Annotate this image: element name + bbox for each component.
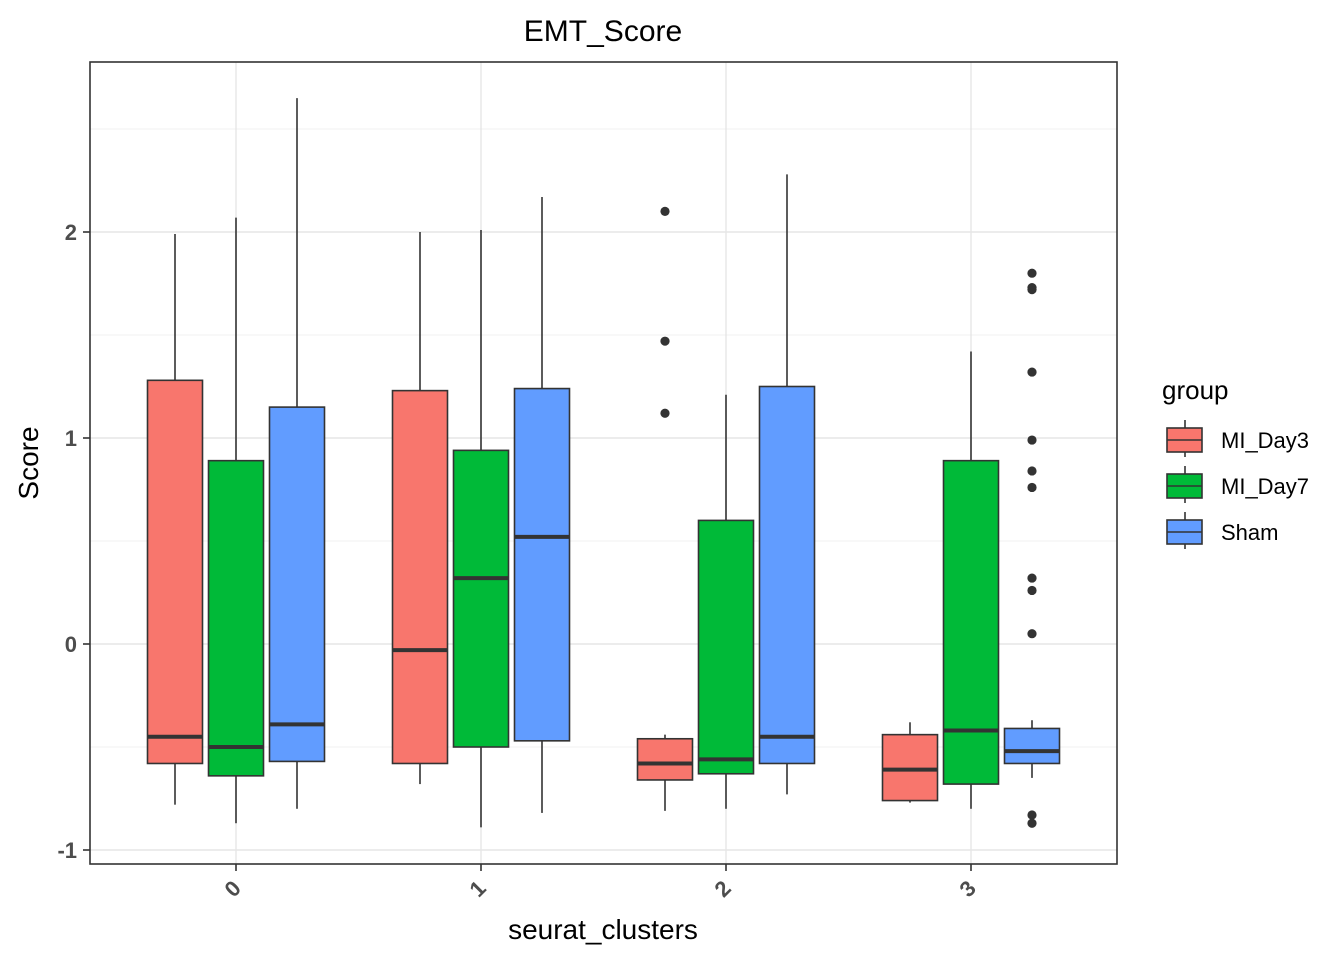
box-iqr	[207, 459, 265, 777]
box-iqr	[391, 389, 449, 765]
outlier-point	[1027, 466, 1037, 476]
box-iqr	[146, 379, 204, 765]
box-Sham-cluster-3	[1003, 268, 1061, 828]
box-MI_Day3-cluster-1	[391, 232, 449, 785]
y-axis-title: Score	[13, 426, 44, 499]
outlier-point	[660, 408, 670, 418]
outlier-point	[660, 336, 670, 346]
legend-item-Sham: Sham	[1166, 512, 1278, 549]
box-iqr	[697, 519, 755, 775]
y-tick-label: 2	[65, 220, 77, 245]
box-MI_Day3-cluster-3	[881, 722, 939, 803]
box-MI_Day3-cluster-2	[636, 206, 694, 811]
box-Sham-cluster-0	[268, 98, 326, 809]
outlier-point	[1027, 818, 1037, 828]
outlier-point	[1027, 629, 1037, 639]
outlier-point	[1027, 435, 1037, 445]
legend-item-MI_Day3: MI_Day3	[1166, 420, 1309, 457]
plot-panel-border	[89, 61, 1118, 865]
y-tick-label: 1	[65, 426, 77, 451]
box-iqr	[881, 733, 939, 802]
box-MI_Day3-cluster-0	[146, 234, 204, 805]
box-iqr	[268, 406, 326, 763]
outlier-point	[660, 206, 670, 216]
box-MI_Day7-cluster-0	[207, 217, 265, 824]
legend: group MI_Day3 MI_Day7 Sham	[1162, 375, 1309, 549]
outlier-point	[1027, 573, 1037, 583]
outlier-point	[1027, 482, 1037, 493]
y-tick-label: -1	[57, 838, 77, 863]
box-MI_Day7-cluster-1	[452, 229, 510, 828]
box-iqr	[1003, 727, 1061, 765]
box-iqr	[513, 387, 571, 742]
legend-label: MI_Day7	[1221, 474, 1309, 499]
outlier-point	[1027, 585, 1037, 596]
legend-item-MI_Day7: MI_Day7	[1166, 466, 1309, 503]
outlier-point	[1027, 367, 1037, 377]
box-MI_Day7-cluster-2	[697, 394, 755, 809]
legend-title: group	[1162, 375, 1229, 405]
box-MI_Day7-cluster-3	[942, 351, 1000, 809]
y-tick-label: 0	[65, 632, 77, 657]
box-Sham-cluster-1	[513, 196, 571, 813]
x-axis-title: seurat_clusters	[508, 914, 698, 945]
box-iqr	[636, 737, 694, 781]
outlier-point	[1027, 283, 1037, 293]
legend-label: Sham	[1221, 520, 1278, 545]
boxes	[146, 98, 1061, 828]
box-iqr	[452, 449, 510, 748]
box-iqr	[942, 459, 1000, 785]
box-iqr	[758, 385, 816, 765]
box-Sham-cluster-2	[758, 174, 816, 795]
outlier-point	[1027, 810, 1037, 820]
chart-title: EMT_Score	[524, 15, 682, 48]
outlier-point	[1027, 268, 1037, 278]
legend-label: MI_Day3	[1221, 428, 1309, 453]
